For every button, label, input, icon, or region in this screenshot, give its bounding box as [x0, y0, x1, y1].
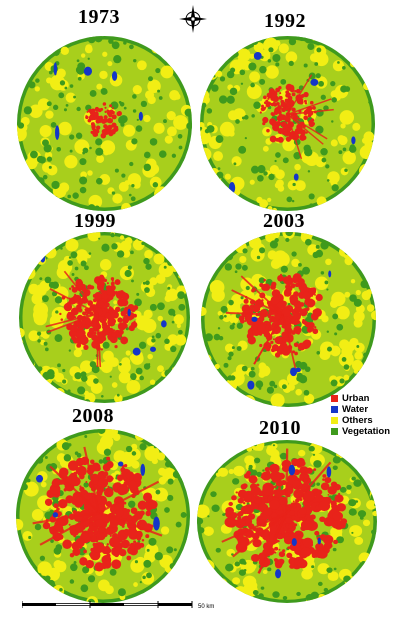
year-label-1992: 1992	[264, 10, 306, 32]
legend-item-vegetation: Vegetation	[331, 426, 390, 437]
legend-item-urban: Urban	[331, 393, 390, 404]
year-label-2008: 2008	[72, 405, 114, 427]
map-canvas-2010	[197, 440, 377, 603]
legend-swatch-water	[331, 406, 338, 413]
year-label-2010: 2010	[259, 417, 301, 439]
year-label-1999: 1999	[74, 210, 116, 232]
legend-label-urban: Urban	[342, 393, 370, 404]
map-canvas-2008	[16, 429, 190, 603]
scale-bar-label: 50 km	[198, 604, 214, 610]
year-label-2003: 2003	[263, 210, 305, 232]
legend-label-water: Water	[342, 404, 369, 415]
land-cover-map-1999	[19, 232, 190, 403]
map-canvas-1973	[17, 36, 192, 211]
map-canvas-1999	[19, 232, 190, 403]
map-canvas-1992	[200, 36, 375, 211]
scale-bar: 50 km	[22, 601, 214, 610]
land-cover-map-1973	[17, 36, 192, 211]
legend-item-water: Water	[331, 404, 390, 415]
legend-swatch-vegetation	[331, 428, 338, 435]
year-label-1973: 1973	[78, 6, 120, 28]
legend-item-others: Others	[331, 415, 390, 426]
land-cover-map-1992	[200, 36, 375, 211]
land-cover-map-2003	[201, 232, 376, 407]
land-cover-map-2010	[197, 440, 377, 603]
legend-label-others: Others	[342, 415, 373, 426]
map-canvas-2003	[201, 232, 376, 407]
legend-swatch-others	[331, 417, 338, 424]
legend-label-vegetation: Vegetation	[342, 426, 391, 437]
land-cover-map-2008	[16, 429, 190, 603]
legend-swatch-urban	[331, 395, 338, 402]
north-arrow-compass-icon	[179, 5, 207, 33]
map-legend: Urban Water Others Vegetation	[331, 393, 390, 437]
